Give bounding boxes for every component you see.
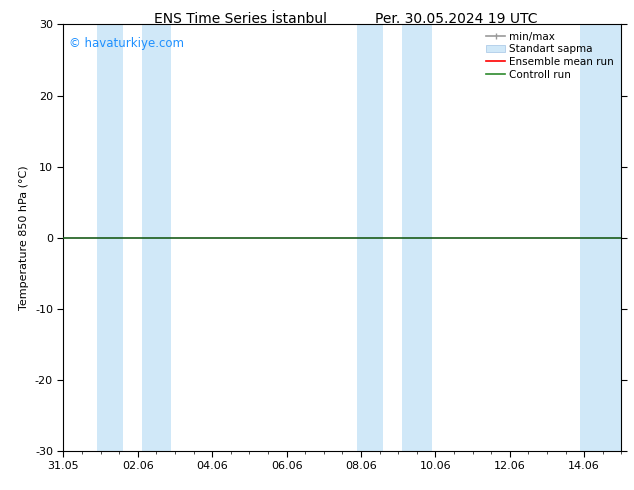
Bar [580, 24, 621, 451]
Text: Per. 30.05.2024 19 UTC: Per. 30.05.2024 19 UTC [375, 12, 538, 26]
Bar [97, 24, 123, 451]
Bar [357, 24, 384, 451]
Legend: min/max, Standart sapma, Ensemble mean run, Controll run: min/max, Standart sapma, Ensemble mean r… [484, 30, 616, 82]
Y-axis label: Temperature 850 hPa (°C): Temperature 850 hPa (°C) [19, 165, 29, 310]
Bar [402, 24, 432, 451]
Bar [141, 24, 171, 451]
Text: ENS Time Series İstanbul: ENS Time Series İstanbul [155, 12, 327, 26]
Text: © havaturkiye.com: © havaturkiye.com [69, 37, 184, 50]
